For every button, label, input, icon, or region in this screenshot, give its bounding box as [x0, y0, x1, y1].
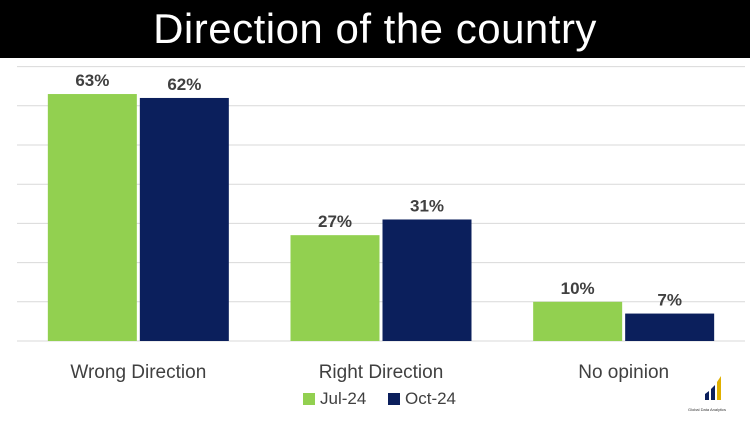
logo-bars-icon — [705, 376, 721, 400]
data-label: 31% — [410, 196, 444, 215]
data-label: 7% — [657, 291, 682, 310]
chart-title: Direction of the country — [0, 0, 750, 58]
legend-swatch — [303, 393, 315, 405]
bar-oct-24-no-opinion — [625, 313, 715, 341]
category-label: Right Direction — [319, 362, 444, 383]
bar-oct-24-wrong-direction — [139, 97, 229, 342]
bar-oct-24-right-direction — [382, 219, 472, 341]
category-labels: Wrong Direction Right Direction No opinion — [70, 362, 669, 383]
bar-jul-24-right-direction — [290, 235, 380, 341]
company-logo: Global Data Analytics — [688, 372, 736, 422]
bar-chart: 63% 62% 27% 31% 10% 7% Wrong Direction Right D… — [17, 66, 745, 408]
category-label: Wrong Direction — [70, 362, 206, 383]
data-label: 10% — [561, 279, 595, 298]
legend: Jul-24 Oct-24 — [303, 389, 456, 408]
data-label: 63% — [75, 71, 109, 90]
data-label: 27% — [318, 212, 352, 231]
gridlines — [17, 66, 745, 342]
legend-label: Jul-24 — [320, 389, 366, 408]
bar-jul-24-no-opinion — [533, 301, 623, 341]
value-labels: 63% 62% 27% 31% 10% 7% — [75, 71, 682, 310]
legend-swatch — [388, 393, 400, 405]
logo-text: Global Data Analytics — [687, 407, 727, 412]
category-label: No opinion — [578, 362, 669, 383]
legend-label: Oct-24 — [405, 389, 456, 408]
bars — [47, 94, 715, 342]
bar-jul-24-wrong-direction — [47, 94, 137, 341]
data-label: 62% — [167, 75, 201, 94]
